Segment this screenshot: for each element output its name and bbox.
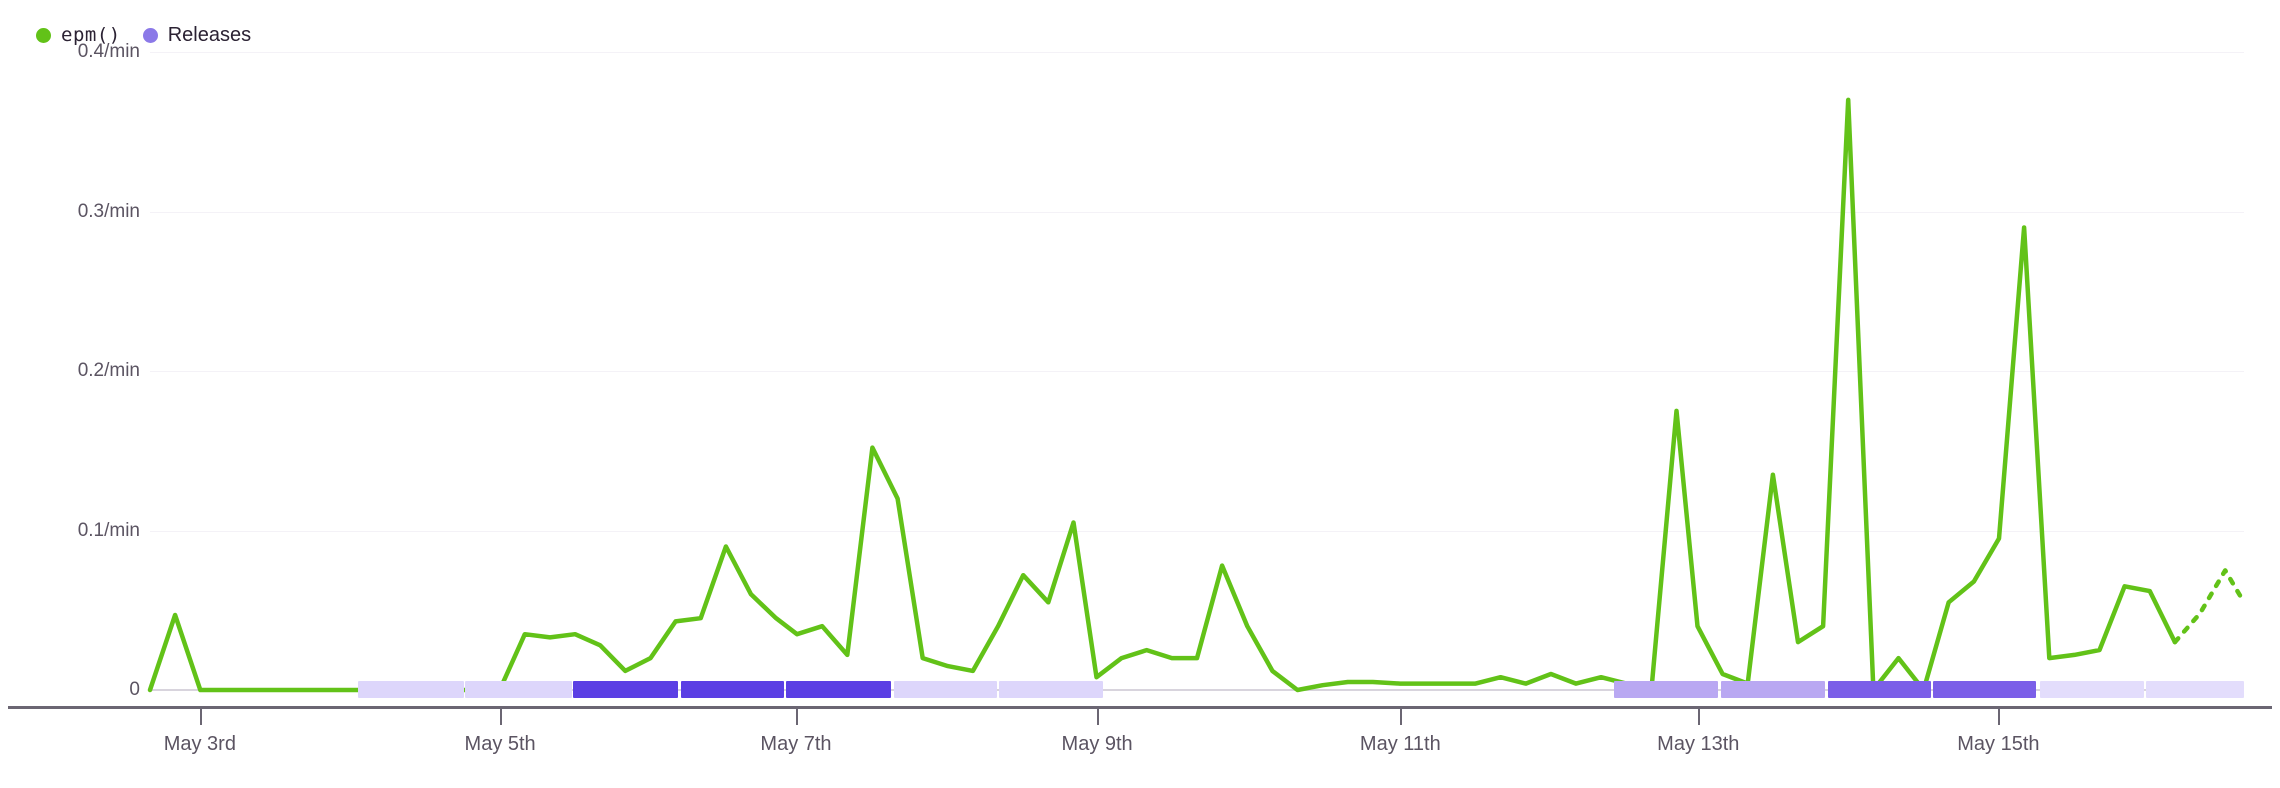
release-segment-9[interactable] xyxy=(1720,681,1825,698)
release-track xyxy=(150,681,2244,698)
release-segment-8[interactable] xyxy=(1614,681,1718,698)
gridline-0.4/min xyxy=(150,52,2244,53)
y-tick-label: 0 xyxy=(129,679,140,700)
x-tick-mark xyxy=(1698,709,1701,725)
release-segment-1[interactable] xyxy=(357,681,465,698)
x-tick-mark xyxy=(1998,709,2001,725)
x-tick-mark xyxy=(500,709,503,725)
release-segment-6[interactable] xyxy=(893,681,998,698)
x-tick-label: May 7th xyxy=(760,733,832,755)
release-segment-2[interactable] xyxy=(465,681,572,698)
y-tick-label: 0.3/min xyxy=(77,200,140,222)
x-baseline xyxy=(150,689,2244,691)
release-segment-3[interactable] xyxy=(573,681,679,698)
x-tick-label: May 13th xyxy=(1657,733,1740,755)
y-tick-label: 0.2/min xyxy=(77,360,140,381)
release-segment-5[interactable] xyxy=(785,681,891,698)
legend-label-releases: Releases xyxy=(167,24,252,46)
plot-area xyxy=(147,52,2247,693)
release-segment-10[interactable] xyxy=(1827,681,1932,698)
circle-dot-icon xyxy=(142,27,158,43)
release-segment-12[interactable] xyxy=(2040,681,2144,698)
x-tick-mark xyxy=(795,709,798,725)
series-epm xyxy=(147,97,2247,693)
x-tick-mark xyxy=(199,709,202,725)
x-axis-line xyxy=(8,706,2272,709)
x-tick-label: May 15th xyxy=(1957,733,2040,755)
legend-item-epm[interactable]: epm() xyxy=(36,23,121,46)
y-tick-label: 0.1/min xyxy=(77,519,140,541)
release-segment-4[interactable] xyxy=(681,681,785,698)
release-segment-13[interactable] xyxy=(2145,681,2244,698)
x-tick-mark xyxy=(1097,709,1100,725)
gridline-0.1/min xyxy=(150,530,2244,532)
legend-item-releases[interactable]: Releases xyxy=(142,24,252,46)
gridline-0.2/min xyxy=(150,371,2244,372)
y-tick-label: 0.4/min xyxy=(77,41,140,62)
chart-legend: epm() Releases xyxy=(36,22,251,48)
x-tick-label: May 11th xyxy=(1359,733,1441,755)
gridline-0.3/min xyxy=(150,211,2244,213)
x-tick-label: May 3rd xyxy=(163,733,236,755)
release-segment-11[interactable] xyxy=(1933,681,2037,698)
legend-label-epm: epm() xyxy=(61,23,121,46)
x-tick-label: May 9th xyxy=(1061,733,1133,755)
x-tick-label: May 5th xyxy=(464,733,536,755)
circle-dot-icon xyxy=(36,27,51,43)
release-segment-7[interactable] xyxy=(999,681,1103,698)
x-tick-mark xyxy=(1400,709,1403,725)
